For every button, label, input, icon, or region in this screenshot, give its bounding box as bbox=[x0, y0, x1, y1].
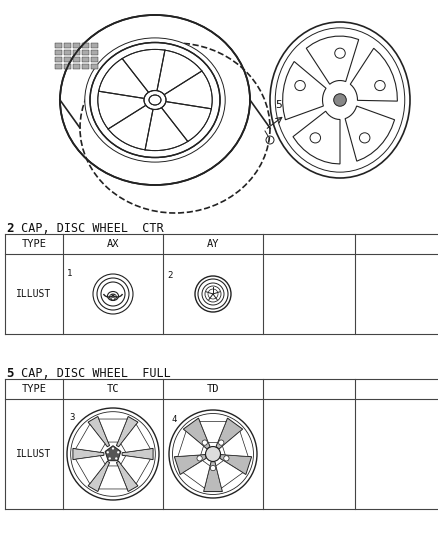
Polygon shape bbox=[200, 422, 226, 442]
Circle shape bbox=[219, 440, 224, 445]
Bar bbox=[82, 57, 89, 62]
Bar bbox=[64, 43, 71, 48]
Text: AX: AX bbox=[107, 239, 119, 249]
Text: 4: 4 bbox=[171, 415, 177, 424]
Polygon shape bbox=[216, 461, 243, 488]
Text: TYPE: TYPE bbox=[21, 384, 46, 394]
Bar bbox=[55, 43, 62, 48]
Text: 5: 5 bbox=[276, 100, 283, 110]
Text: CAP, DISC WHEEL  FULL: CAP, DISC WHEEL FULL bbox=[14, 367, 171, 380]
Circle shape bbox=[197, 456, 202, 461]
Text: 5: 5 bbox=[6, 367, 14, 380]
Polygon shape bbox=[99, 419, 127, 442]
Polygon shape bbox=[105, 446, 121, 461]
Polygon shape bbox=[122, 448, 153, 459]
Text: AY: AY bbox=[207, 239, 219, 249]
Polygon shape bbox=[76, 456, 105, 484]
Text: ILLUST: ILLUST bbox=[16, 289, 52, 299]
Bar bbox=[82, 64, 89, 69]
Polygon shape bbox=[178, 431, 204, 456]
Bar bbox=[73, 43, 80, 48]
Polygon shape bbox=[88, 461, 110, 491]
Circle shape bbox=[224, 456, 229, 461]
Circle shape bbox=[117, 451, 120, 454]
Text: CAP, DISC WHEEL  CTR: CAP, DISC WHEEL CTR bbox=[14, 222, 164, 235]
Bar bbox=[64, 50, 71, 55]
Polygon shape bbox=[174, 455, 206, 474]
Circle shape bbox=[210, 465, 215, 471]
Polygon shape bbox=[204, 462, 223, 491]
Polygon shape bbox=[99, 466, 127, 489]
Polygon shape bbox=[223, 431, 248, 456]
Polygon shape bbox=[220, 455, 251, 474]
Text: TC: TC bbox=[107, 384, 119, 394]
Bar bbox=[73, 57, 80, 62]
Text: 1: 1 bbox=[67, 269, 72, 278]
Circle shape bbox=[202, 440, 207, 445]
Polygon shape bbox=[117, 461, 138, 491]
Polygon shape bbox=[76, 424, 105, 452]
Circle shape bbox=[67, 408, 159, 500]
Circle shape bbox=[109, 457, 111, 459]
Ellipse shape bbox=[85, 38, 225, 162]
Polygon shape bbox=[121, 424, 150, 452]
Circle shape bbox=[106, 451, 109, 454]
Bar bbox=[91, 57, 98, 62]
Bar bbox=[64, 64, 71, 69]
Polygon shape bbox=[88, 416, 110, 447]
Bar bbox=[91, 64, 98, 69]
Polygon shape bbox=[73, 448, 104, 459]
Polygon shape bbox=[117, 416, 138, 447]
Circle shape bbox=[169, 410, 257, 498]
Bar bbox=[82, 43, 89, 48]
Bar bbox=[55, 64, 62, 69]
Bar bbox=[64, 57, 71, 62]
Bar bbox=[73, 64, 80, 69]
Bar bbox=[73, 50, 80, 55]
Circle shape bbox=[112, 447, 114, 450]
Circle shape bbox=[115, 457, 117, 459]
Text: 2: 2 bbox=[167, 271, 173, 280]
Bar bbox=[55, 57, 62, 62]
Bar bbox=[91, 50, 98, 55]
Polygon shape bbox=[184, 418, 210, 449]
Polygon shape bbox=[183, 461, 210, 488]
Text: TYPE: TYPE bbox=[21, 239, 46, 249]
Bar bbox=[82, 50, 89, 55]
Text: 2: 2 bbox=[6, 222, 14, 235]
Polygon shape bbox=[216, 418, 243, 449]
Text: ILLUST: ILLUST bbox=[16, 449, 52, 459]
Polygon shape bbox=[121, 456, 150, 484]
Bar bbox=[91, 43, 98, 48]
Ellipse shape bbox=[334, 94, 346, 106]
Text: 3: 3 bbox=[69, 413, 74, 422]
Circle shape bbox=[205, 447, 220, 462]
Text: TD: TD bbox=[207, 384, 219, 394]
Bar bbox=[55, 50, 62, 55]
